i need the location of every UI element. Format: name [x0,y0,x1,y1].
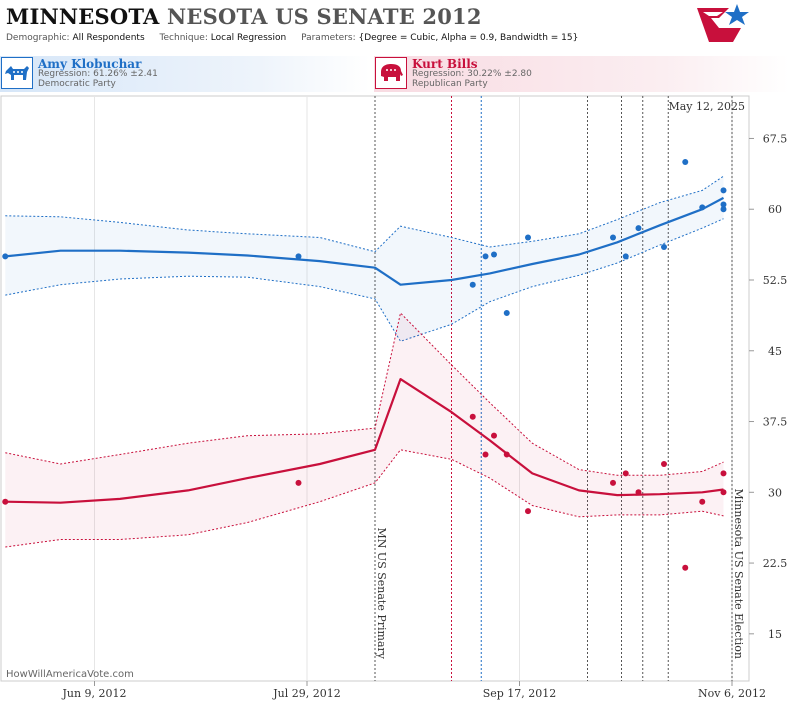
x-tick-label: Nov 6, 2012 [698,687,766,700]
site-logo-icon [697,4,749,42]
poll-point-rep [661,460,667,467]
chart-header: MINNESOTA NESOTA US SENATE 2012 Demograp… [0,0,789,52]
poll-point-rep [469,413,476,420]
upper-bound-line-dem [5,175,724,253]
parameters-label: Parameters: [301,33,356,43]
poll-point-rep [2,498,9,505]
title-state: MINNESOTA [6,4,160,29]
watermark-text: HowWillAmericaVote.com [6,669,134,680]
poll-point-rep [720,489,727,496]
candidate-panel-dem: Amy Klobuchar Regression: 61.26% ±2.41 D… [0,56,370,92]
y-tick-label: 15 [768,628,782,641]
poll-chart: MN US Senate Primary Minnesota US Senate … [0,95,788,700]
event-label: MN US Senate Primary [375,528,388,660]
lower-bound-line-dem [5,218,724,342]
chart-parameters: Demographic: All Respondents Technique: … [6,33,578,43]
title-race: NESOTA US SENATE 2012 [167,4,482,29]
demographic-label: Demographic: [6,33,70,43]
poll-point-dem [699,204,706,211]
poll-point-dem [295,253,302,260]
poll-point-dem [720,206,727,213]
candidate-name-rep: Kurt Bills [412,57,478,71]
x-tick-label: Jul 29, 2012 [272,687,341,700]
candidate-party-rep: Republican Party [412,79,488,89]
event-label: Minnesota US Senate Election [732,489,745,659]
candidate-regression-rep: Regression: 30.22% ±2.80 [412,69,532,79]
poll-point-dem [635,225,642,232]
poll-point-rep [610,479,616,486]
y-tick-label: 52.5 [763,274,788,287]
poll-point-rep [491,432,497,439]
y-tick-label: 45 [768,345,782,358]
poll-point-dem [682,159,689,166]
x-tick-label: Sep 17, 2012 [483,687,557,700]
poll-point-dem [622,253,629,260]
poll-point-dem [525,234,531,241]
poll-point-rep [622,470,629,477]
candidate-regression-dem: Regression: 61.26% ±2.41 [38,69,158,79]
poll-point-rep [720,470,727,477]
regression-line-dem [5,196,725,286]
poll-point-rep [635,489,642,496]
demographic-value: All Respondents [72,33,145,43]
y-tick-label: 60 [768,203,782,216]
poll-point-rep [682,564,689,571]
poll-point-rep [295,479,302,486]
poll-point-rep [503,451,510,458]
poll-point-rep [525,508,531,515]
confidence-band-rep [5,313,724,547]
poll-point-dem [491,251,497,258]
parameters-value: {Degree = Cubic, Alpha = 0.9, Bandwidth … [358,33,579,43]
technique-label: Technique: [159,33,208,43]
republican-elephant-icon [375,57,407,89]
chart-title: MINNESOTA NESOTA US SENATE 2012 [6,4,482,29]
date-stamp: May 12, 2025 [668,100,745,113]
candidate-party-dem: Democratic Party [38,79,116,89]
poll-point-dem [661,243,667,250]
y-tick-label: 67.5 [763,132,788,145]
y-tick-label: 22.5 [763,557,788,570]
candidate-name-dem: Amy Klobuchar [38,57,142,71]
poll-point-rep [699,498,706,505]
poll-point-dem [610,234,616,241]
poll-point-rep [482,451,489,458]
poll-point-dem [720,201,727,208]
lower-bound-line-rep [5,449,724,548]
poll-point-dem [503,310,510,317]
technique-value: Local Regression [210,33,287,43]
democrat-donkey-icon [1,57,33,89]
x-tick-label: Jun 9, 2012 [61,687,126,700]
candidate-panel-rep: Kurt Bills Regression: 30.22% ±2.80 Repu… [374,56,789,92]
poll-point-dem [469,281,476,288]
poll-point-dem [2,253,9,260]
poll-point-dem [482,253,489,260]
y-tick-label: 37.5 [763,416,788,429]
confidence-band-dem [5,176,724,342]
poll-point-dem [720,187,727,194]
y-tick-label: 30 [768,486,782,499]
